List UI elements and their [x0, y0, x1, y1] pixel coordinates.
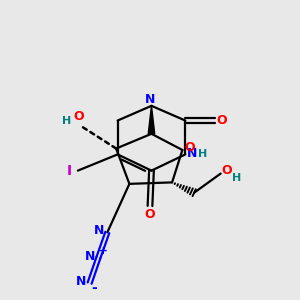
Text: N: N	[76, 275, 87, 288]
Text: N: N	[94, 224, 104, 238]
Polygon shape	[148, 106, 155, 134]
Text: O: O	[184, 141, 195, 154]
Text: -: -	[91, 280, 97, 295]
Text: O: O	[74, 110, 84, 123]
Text: H: H	[62, 116, 72, 126]
Text: +: +	[98, 246, 107, 256]
Text: O: O	[145, 208, 155, 221]
Text: H: H	[232, 173, 242, 183]
Text: N: N	[85, 250, 95, 262]
Text: N: N	[145, 93, 155, 106]
Text: H: H	[198, 149, 208, 159]
Text: I: I	[67, 164, 72, 178]
Text: O: O	[222, 164, 232, 177]
Text: O: O	[216, 114, 226, 127]
Text: N: N	[187, 147, 197, 160]
